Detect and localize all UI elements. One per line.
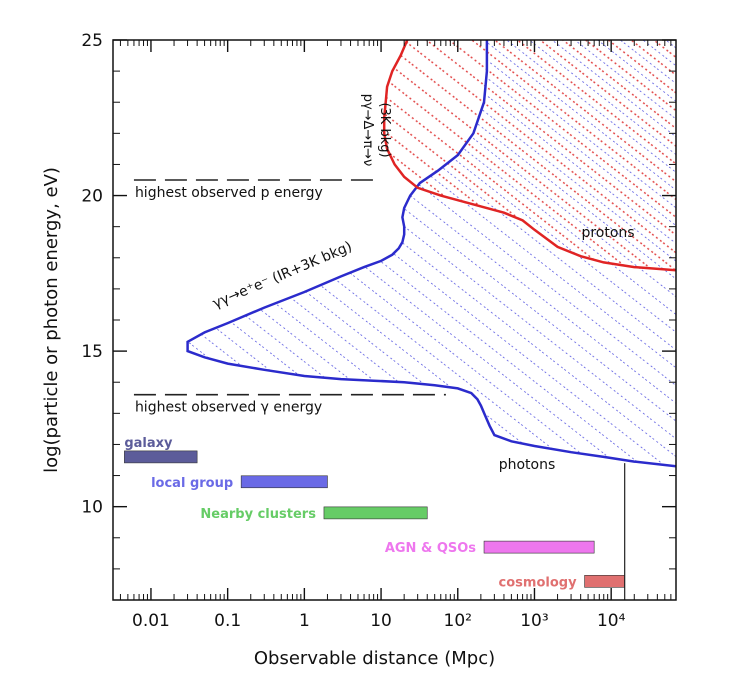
range-bar — [483, 540, 595, 554]
y-tick-label: 20 — [81, 187, 103, 207]
y-tick-label: 15 — [81, 342, 103, 362]
proton-process-bkg-label: (3K bkg) — [377, 102, 392, 157]
range-bar-label: local group — [151, 476, 233, 491]
range-bar-label: Nearby clusters — [200, 507, 316, 522]
reference-line-label: highest observed p energy — [135, 185, 323, 201]
x-tick-label: 0.1 — [214, 611, 241, 631]
y-axis-label: log(particle or photon energy, eV) — [41, 167, 62, 473]
x-tick-label: 0.01 — [132, 611, 170, 631]
range-bar — [323, 506, 428, 520]
y-tick-label: 25 — [81, 31, 103, 51]
proton-process-label: pγ→Δ→π→ν — [360, 94, 375, 167]
protons-curve — [382, 40, 676, 272]
range-bar — [240, 475, 328, 489]
range-bar — [584, 575, 625, 588]
x-axis-label: Observable distance (Mpc) — [254, 648, 495, 669]
x-tick-label: 10⁴ — [597, 611, 626, 631]
x-tick-label: 10² — [444, 611, 472, 631]
photons-curve — [186, 40, 676, 468]
reference-line-label: highest observed γ energy — [135, 400, 322, 416]
y-tick-label: 10 — [81, 498, 103, 518]
x-tick-label: 1 — [299, 611, 310, 631]
range-bar-label: galaxy — [124, 436, 173, 451]
range-bar-label: AGN & QSOs — [385, 541, 476, 556]
protons-label: protons — [581, 225, 634, 241]
range-bar-label: cosmology — [499, 575, 578, 590]
x-tick-label: 10³ — [520, 611, 548, 631]
range-bar — [124, 450, 198, 464]
proton-horizon-fill — [384, 40, 676, 271]
photons-label: photons — [499, 457, 556, 473]
x-tick-label: 10 — [370, 611, 392, 631]
